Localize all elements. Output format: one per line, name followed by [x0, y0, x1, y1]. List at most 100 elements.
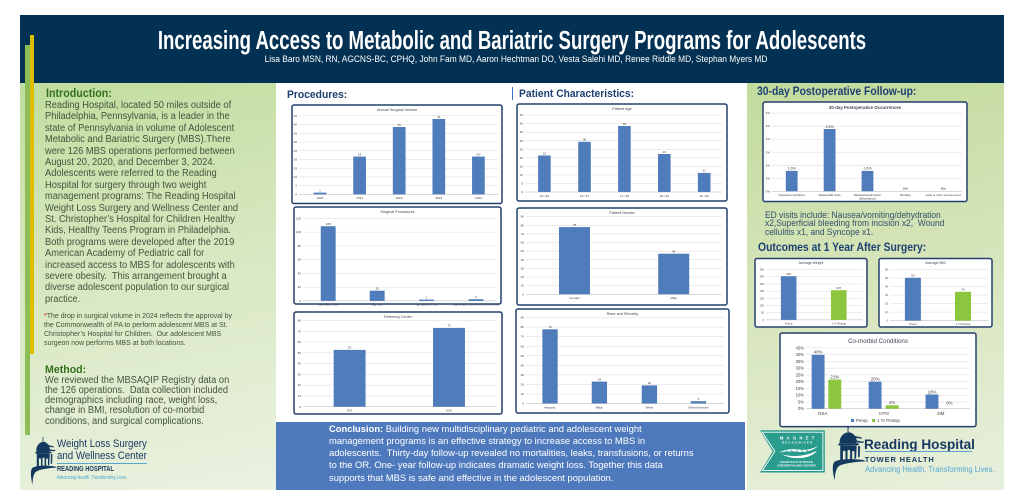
- svg-text:50: 50: [911, 274, 915, 278]
- svg-text:2: 2: [475, 295, 477, 299]
- svg-text:0: 0: [299, 405, 301, 409]
- svg-text:40: 40: [298, 271, 302, 275]
- svg-text:80: 80: [298, 319, 302, 323]
- svg-text:0: 0: [887, 319, 889, 323]
- svg-text:1 Yr Postop: 1 Yr Postop: [877, 418, 900, 423]
- svg-text:25%: 25%: [796, 372, 805, 377]
- svg-text:20: 20: [298, 285, 302, 289]
- svg-text:80: 80: [521, 223, 525, 227]
- svg-text:6%: 6%: [766, 111, 771, 115]
- svg-text:90: 90: [521, 215, 525, 219]
- svg-text:Preop: Preop: [856, 418, 868, 423]
- svg-text:2020: 2020: [317, 196, 324, 200]
- svg-text:70: 70: [521, 232, 525, 236]
- svg-text:0: 0: [522, 292, 524, 296]
- svg-text:350: 350: [760, 268, 765, 272]
- svg-text:5%: 5%: [766, 124, 771, 128]
- svg-text:RH: RH: [347, 409, 351, 413]
- svg-text:Preop: Preop: [909, 322, 917, 326]
- svg-text:15-<16: 15-<16: [540, 194, 550, 198]
- svg-text:39: 39: [398, 123, 402, 127]
- svg-text:60: 60: [521, 344, 525, 348]
- svg-text:Leak or other serious event: Leak or other serious event: [926, 193, 961, 197]
- svg-text:1: 1: [426, 295, 428, 299]
- svg-text:100: 100: [296, 230, 301, 234]
- svg-text:60: 60: [298, 340, 302, 344]
- svg-text:15%: 15%: [796, 386, 805, 391]
- svg-text:50: 50: [521, 354, 525, 358]
- svg-text:78: 78: [573, 223, 577, 227]
- svg-text:(dehydration): (dehydration): [859, 197, 876, 201]
- svg-text:OSA: OSA: [818, 411, 829, 416]
- svg-text:22: 22: [543, 151, 547, 155]
- svg-text:2%: 2%: [889, 400, 895, 405]
- svg-text:306: 306: [786, 272, 791, 276]
- svg-text:39: 39: [623, 122, 627, 126]
- svg-text:79: 79: [548, 325, 552, 329]
- svg-text:Female: Female: [569, 296, 579, 300]
- svg-text:20: 20: [298, 383, 302, 387]
- svg-text:19-<20: 19-<20: [699, 194, 709, 198]
- svg-text:Race and Ethnicity: Race and Ethnicity: [607, 312, 639, 316]
- svg-text:20: 20: [521, 275, 525, 279]
- svg-text:0: 0: [521, 190, 523, 194]
- svg-text:120: 120: [296, 216, 301, 220]
- svg-text:Co-morbid Conditions: Co-morbid Conditions: [848, 338, 908, 345]
- svg-text:Average BMI: Average BMI: [925, 261, 945, 265]
- svg-text:Hispanic: Hispanic: [544, 405, 556, 409]
- svg-text:20%: 20%: [796, 379, 805, 384]
- svg-text:10: 10: [521, 392, 525, 396]
- svg-text:1.6%: 1.6%: [788, 167, 797, 171]
- svg-text:0%: 0%: [766, 189, 771, 193]
- svg-text:20: 20: [294, 158, 298, 162]
- svg-text:200: 200: [760, 289, 765, 293]
- svg-text:2024: 2024: [475, 196, 482, 200]
- svg-text:0: 0: [295, 192, 297, 196]
- svg-text:60: 60: [885, 268, 888, 272]
- svg-text:3%: 3%: [766, 150, 771, 154]
- svg-text:10: 10: [294, 175, 298, 179]
- svg-text:30: 30: [885, 293, 888, 297]
- svg-text:Related Readmission: Related Readmission: [854, 193, 882, 197]
- svg-text:0: 0: [299, 299, 301, 303]
- svg-text:30: 30: [520, 139, 524, 143]
- svg-text:30: 30: [521, 266, 525, 270]
- svg-text:23: 23: [358, 152, 362, 156]
- svg-text:Male: Male: [670, 296, 677, 300]
- svg-text:60: 60: [521, 241, 525, 245]
- svg-text:AMERICAN NURSES: AMERICAN NURSES: [780, 460, 814, 464]
- svg-text:19*: 19*: [476, 152, 481, 156]
- svg-text:5%: 5%: [798, 399, 804, 404]
- svg-text:40: 40: [294, 123, 298, 127]
- svg-text:4%: 4%: [766, 137, 771, 141]
- svg-text:Patient Gender: Patient Gender: [609, 211, 635, 215]
- svg-text:Lap Robotic VSG: Lap Robotic VSG: [318, 302, 338, 306]
- svg-text:20: 20: [521, 382, 525, 386]
- svg-text:30: 30: [521, 373, 525, 377]
- svg-text:Mortality: Mortality: [900, 193, 911, 197]
- svg-text:20: 20: [648, 381, 652, 385]
- svg-text:35: 35: [294, 131, 298, 135]
- svg-text:White: White: [646, 405, 654, 409]
- svg-text:44: 44: [437, 115, 441, 119]
- svg-text:24: 24: [598, 377, 602, 381]
- svg-text:10: 10: [520, 173, 524, 177]
- svg-text:15: 15: [376, 287, 380, 291]
- svg-text:30%: 30%: [796, 366, 805, 371]
- svg-text:50: 50: [298, 351, 302, 355]
- svg-text:0%: 0%: [941, 187, 947, 191]
- svg-text:5: 5: [295, 184, 297, 188]
- svg-text:Lap VSG: Lap VSG: [372, 302, 383, 306]
- svg-text:70: 70: [298, 329, 302, 333]
- svg-text:30: 30: [294, 140, 298, 144]
- svg-text:35%: 35%: [796, 359, 805, 364]
- svg-text:MAGNET: MAGNET: [780, 436, 818, 441]
- svg-text:RECOGNIZED: RECOGNIZED: [782, 441, 814, 445]
- svg-text:1%: 1%: [766, 176, 771, 180]
- svg-text:0%: 0%: [798, 406, 804, 411]
- svg-text:2021: 2021: [356, 196, 363, 200]
- svg-text:300: 300: [760, 275, 765, 279]
- svg-text:18-<19: 18-<19: [660, 194, 670, 198]
- svg-text:0: 0: [522, 402, 524, 406]
- svg-text:Lap Robotic Conversion VSG to: Lap Robotic Conversion VSG to RYGB: [454, 302, 499, 306]
